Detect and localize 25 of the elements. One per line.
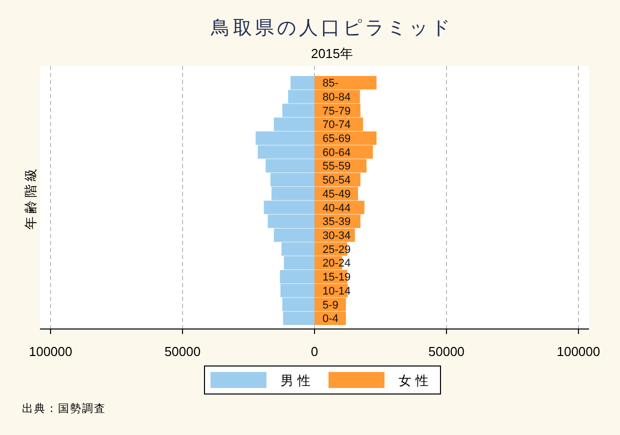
y-tick-label: 60-64: [322, 146, 351, 159]
legend-label: 女性: [398, 373, 432, 388]
x-tick-label: 0: [310, 344, 318, 359]
y-tick-label: 50-54: [322, 174, 351, 187]
y-tick-label: 35-39: [322, 216, 351, 228]
x-tick-label: 100000: [28, 344, 72, 359]
y-tick-label: 0-4: [322, 313, 338, 326]
x-tick-label: 100000: [556, 344, 600, 359]
y-tick-label: 80-84: [322, 91, 351, 104]
y-tick-label: 5-9: [322, 299, 338, 312]
y-tick-label: 30-34: [322, 230, 351, 242]
x-tick-label: 50000: [428, 344, 465, 359]
legend-label: 男性: [280, 373, 314, 388]
x-tick-label: 50000: [164, 344, 201, 359]
source-note: 出典：国勢調査: [22, 402, 106, 415]
y-axis-title: 年齢階級: [23, 166, 38, 230]
chart-subtitle: 2015年: [311, 46, 353, 61]
y-tick-label: 40-44: [322, 202, 351, 214]
y-tick-label: 55-59: [322, 160, 351, 173]
y-tick-label: 70-74: [322, 119, 351, 132]
chart-title: 鳥取県の人口ピラミッド: [210, 18, 453, 39]
y-tick-label: 45-49: [322, 188, 351, 200]
y-tick-label: 85-: [322, 78, 339, 90]
y-tick-label: 65-69: [322, 132, 351, 145]
y-tick-label: 75-79: [322, 105, 351, 118]
